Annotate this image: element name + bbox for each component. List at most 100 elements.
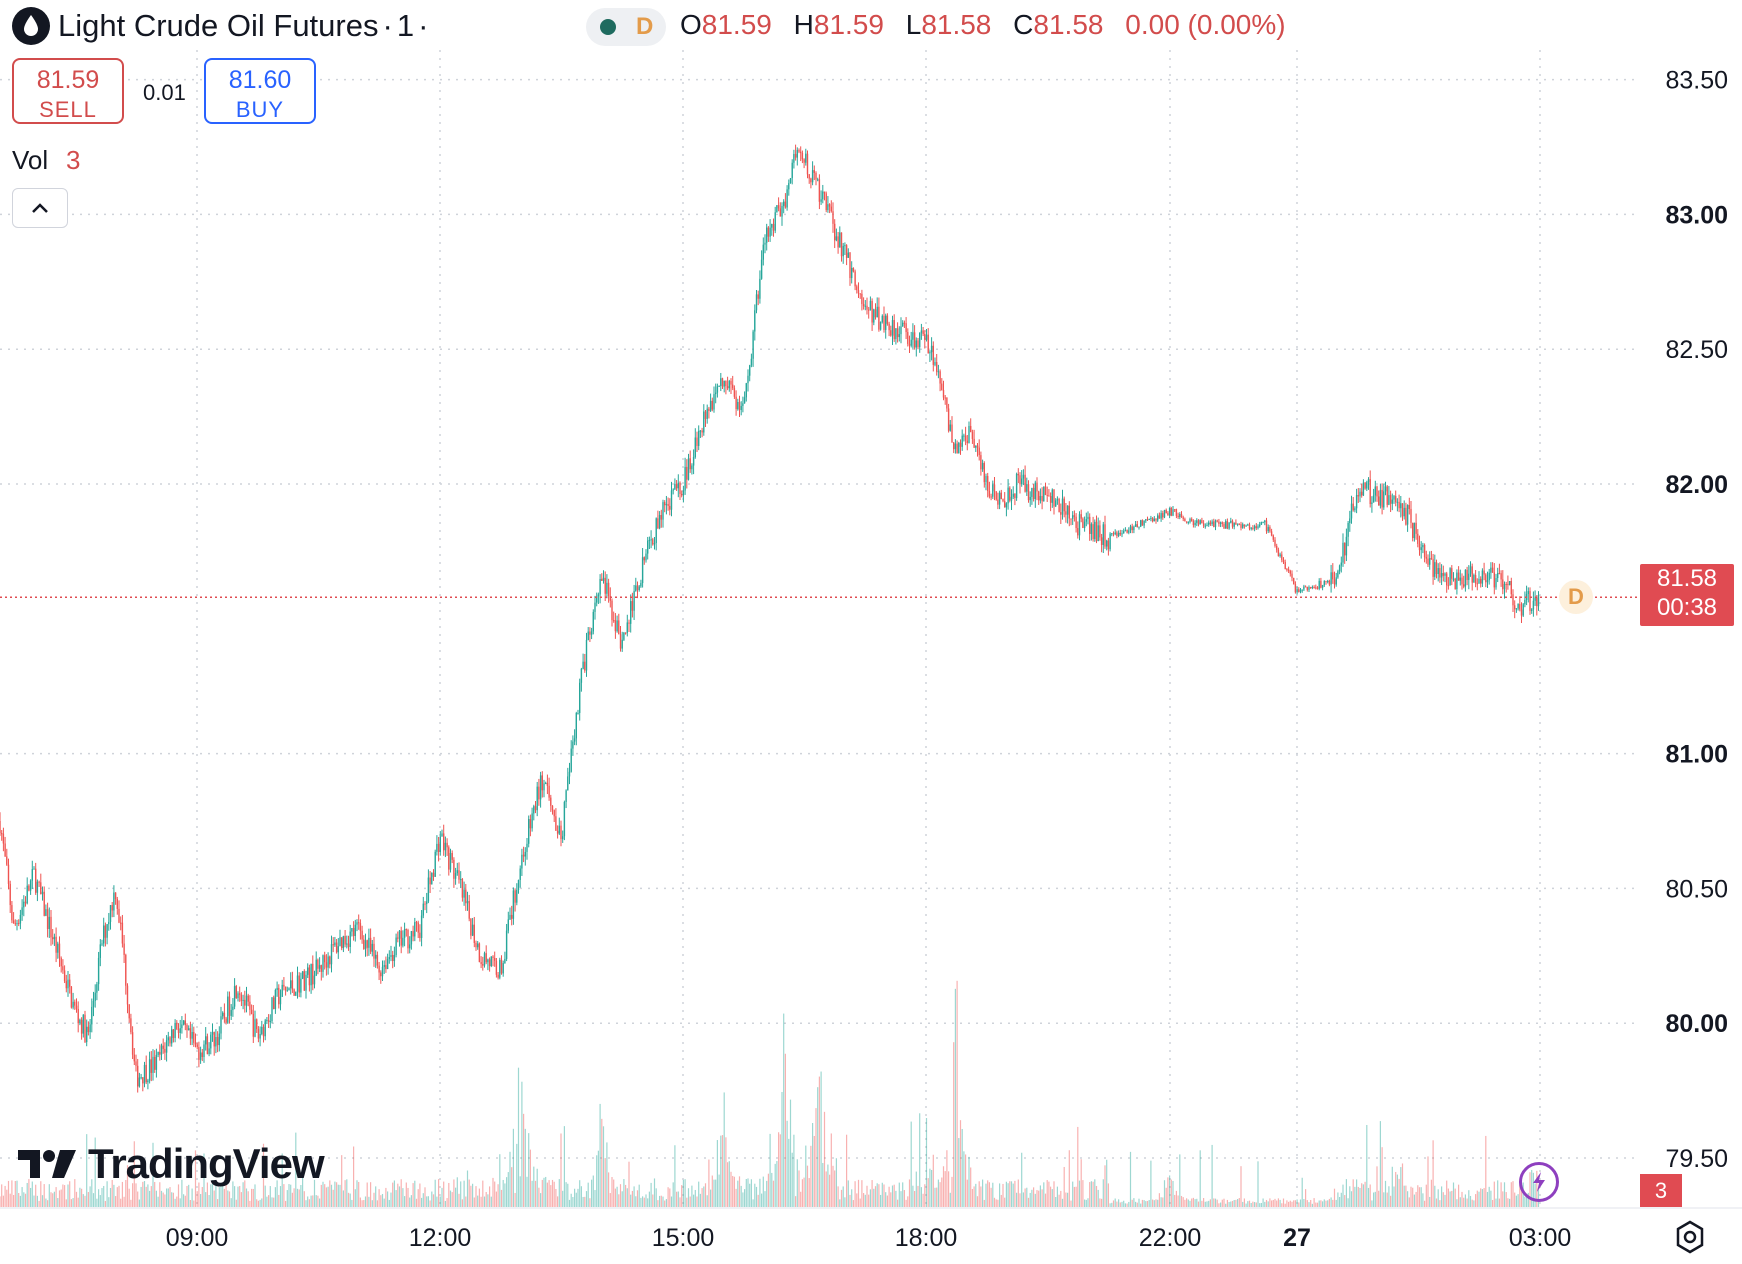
volume-indicator-label[interactable]: Vol	[12, 145, 49, 175]
candle-body	[1515, 608, 1518, 610]
volume-bar	[1299, 1199, 1302, 1207]
candle-body	[716, 386, 719, 393]
candle-body	[1310, 587, 1312, 589]
candle-body	[186, 1025, 188, 1031]
candle-body	[631, 601, 634, 611]
candle-body	[531, 813, 533, 829]
volume-bar	[50, 1192, 52, 1207]
dividend-badge[interactable]: D	[1559, 580, 1593, 614]
volume-bar	[193, 1200, 195, 1207]
candle-body	[1459, 577, 1461, 581]
candle-body	[1242, 524, 1244, 528]
volume-bar	[1184, 1199, 1186, 1207]
volume-bar	[492, 1177, 494, 1207]
volume-bar	[215, 1183, 217, 1207]
candle-body	[728, 380, 730, 389]
candle-body	[1155, 518, 1157, 521]
candle-body	[1372, 495, 1375, 503]
candle-body	[643, 557, 645, 561]
candle-body	[769, 227, 771, 237]
volume-bar	[1238, 1198, 1240, 1207]
gear-icon[interactable]	[1672, 1219, 1708, 1255]
volume-bar	[907, 1196, 909, 1207]
candle-body	[1457, 572, 1460, 581]
volume-bar	[625, 1184, 627, 1207]
candle-body	[242, 999, 244, 1001]
candle-body	[36, 881, 39, 893]
candle-body	[990, 496, 992, 498]
candle-body	[344, 936, 346, 945]
candle-body	[939, 371, 941, 384]
volume-bar	[1318, 1200, 1320, 1207]
volume-bar	[524, 1128, 526, 1207]
candle-body	[443, 833, 445, 851]
candle-body	[526, 843, 528, 852]
candle-body	[645, 553, 647, 561]
lightning-icon[interactable]	[1519, 1162, 1559, 1202]
candle-body	[278, 987, 280, 1005]
volume-bar	[982, 1179, 984, 1207]
volume-bar	[490, 1196, 492, 1207]
candle-body	[981, 463, 984, 470]
sell-button[interactable]: 81.59 SELL	[12, 58, 124, 124]
volume-bar	[1067, 1192, 1069, 1207]
volume-bar	[733, 1176, 735, 1207]
candle-body	[1012, 493, 1014, 497]
volume-bar	[670, 1196, 673, 1207]
candle-body	[915, 340, 917, 348]
candle-body	[1355, 495, 1358, 509]
volume-bar	[375, 1186, 377, 1207]
volume-bar	[558, 1179, 560, 1207]
volume-bar	[529, 1149, 531, 1207]
candle-body	[1452, 578, 1455, 580]
volume-bar	[871, 1180, 873, 1207]
candle-body	[1286, 569, 1288, 571]
volume-bar	[244, 1180, 246, 1207]
volume-bar	[31, 1181, 33, 1207]
candle-body	[1208, 522, 1210, 525]
candle-body	[14, 923, 16, 925]
candle-body	[1405, 507, 1407, 525]
volume-bar	[477, 1195, 479, 1207]
volume-bar	[358, 1181, 360, 1207]
candle-body	[579, 682, 581, 713]
volume-bar	[1255, 1202, 1257, 1207]
volume-bar	[971, 1189, 973, 1207]
candle-body	[471, 924, 474, 936]
volume-bar	[543, 1177, 545, 1207]
candle-body	[1313, 587, 1315, 589]
volume-bar	[626, 1188, 628, 1207]
collapse-legend-button[interactable]	[12, 188, 68, 228]
volume-bar	[353, 1146, 355, 1207]
volume-bar	[1296, 1199, 1298, 1207]
volume-bar	[735, 1188, 737, 1207]
interval-label[interactable]: 1	[396, 8, 415, 43]
volume-bar	[1281, 1203, 1283, 1207]
candle-body	[9, 883, 11, 906]
candle-body	[881, 315, 883, 322]
volume-bar	[1429, 1196, 1431, 1207]
volume-bar	[575, 1192, 577, 1207]
volume-indicator-value: 3	[66, 145, 81, 175]
candle-body	[1211, 521, 1213, 525]
tradingview-logo[interactable]: TradingView	[18, 1140, 325, 1188]
volume-bar	[79, 1187, 81, 1207]
market-status-pill[interactable]: D	[586, 8, 666, 46]
volume-bar	[1393, 1186, 1395, 1207]
buy-button[interactable]: 81.60 BUY	[204, 58, 316, 124]
candle-body	[390, 954, 392, 958]
volume-bar	[278, 1194, 280, 1207]
candle-body	[480, 962, 482, 965]
candle-body	[1311, 587, 1314, 589]
price-tick-label: 82.50	[1665, 336, 1728, 364]
symbol-header[interactable]: Light Crude Oil Futures · 1 ·	[12, 6, 432, 46]
candle-body	[516, 889, 518, 903]
candle-body	[497, 974, 499, 978]
volume-bar	[43, 1184, 45, 1207]
candle-body	[886, 315, 889, 324]
volume-bar	[381, 1193, 384, 1207]
volume-bar	[766, 1180, 768, 1207]
candle-body	[1225, 521, 1227, 529]
candle-body	[985, 476, 987, 483]
